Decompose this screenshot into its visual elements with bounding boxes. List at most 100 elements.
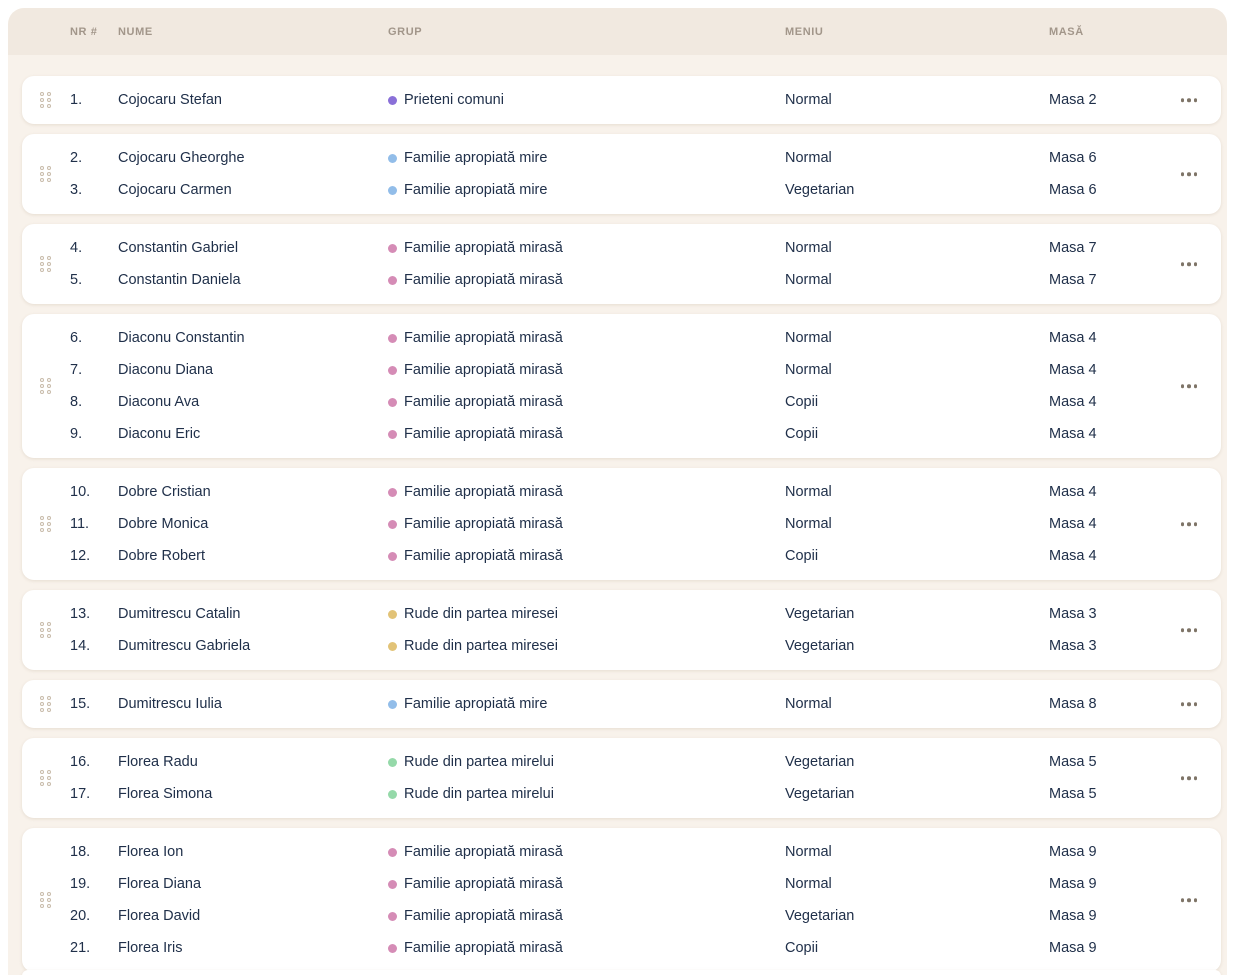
guest-table: Masa 9 xyxy=(1049,940,1097,956)
guest-group: Rude din partea mirelui xyxy=(388,754,785,770)
guest-table: Masa 8 xyxy=(1049,696,1097,712)
guest-name: Cojocaru Carmen xyxy=(118,182,232,198)
guest-table: Masa 4 xyxy=(1049,426,1097,442)
guest-row: 9. Diaconu Eric Familie apropiată mirasă… xyxy=(22,418,1221,450)
group-color-dot-icon xyxy=(388,429,397,439)
more-options-icon[interactable] xyxy=(1179,256,1200,272)
guest-row: 4. Constantin Gabriel Familie apropiată … xyxy=(22,232,1221,264)
group-label: Familie apropiată mirasă xyxy=(404,876,563,892)
drag-handle-icon[interactable] xyxy=(40,256,51,272)
column-header-grup: GRUP xyxy=(388,25,423,38)
group-label: Rude din partea mirelui xyxy=(404,786,554,802)
guest-number: 8. xyxy=(70,394,83,410)
guest-group-card: 18. Florea Ion Familie apropiată mirasă … xyxy=(22,828,1221,972)
group-label: Familie apropiată mirasă xyxy=(404,330,563,346)
drag-handle-icon[interactable] xyxy=(40,166,51,182)
more-options-icon[interactable] xyxy=(1179,770,1200,786)
guest-table: Masa 4 xyxy=(1049,330,1097,346)
guest-number: 4. xyxy=(70,240,83,256)
group-color-dot-icon xyxy=(388,911,397,921)
guest-group-card: 10. Dobre Cristian Familie apropiată mir… xyxy=(22,468,1221,580)
guest-group: Familie apropiată mirasă xyxy=(388,426,785,442)
guest-number: 15. xyxy=(70,696,91,712)
guest-table: Masa 5 xyxy=(1049,786,1097,802)
column-header-nr: NR # xyxy=(70,25,98,38)
guest-row: 16. Florea Radu Rude din partea mirelui … xyxy=(22,746,1221,778)
group-color-dot-icon xyxy=(388,333,397,343)
guest-menu: Normal xyxy=(785,272,832,288)
guest-table: Masa 7 xyxy=(1049,272,1097,288)
more-options-icon[interactable] xyxy=(1179,378,1200,394)
more-options-icon[interactable] xyxy=(1179,696,1200,712)
guest-group: Rude din partea mirelui xyxy=(388,786,785,802)
guest-group: Rude din partea miresei xyxy=(388,638,785,654)
group-color-dot-icon xyxy=(388,699,397,709)
guest-row: 8. Diaconu Ava Familie apropiată mirasă … xyxy=(22,386,1221,418)
more-options-icon[interactable] xyxy=(1179,166,1200,182)
guest-number: 16. xyxy=(70,754,91,770)
guest-row: 2. Cojocaru Gheorghe Familie apropiată m… xyxy=(22,142,1221,174)
guest-name: Florea Simona xyxy=(118,786,213,802)
more-options-icon[interactable] xyxy=(1179,92,1200,108)
guest-number: 11. xyxy=(70,516,90,532)
drag-handle-icon[interactable] xyxy=(40,892,51,908)
card-rows: 1. Cojocaru Stefan Prieteni comuni Norma… xyxy=(22,84,1221,116)
guest-name: Diaconu Constantin xyxy=(118,330,245,346)
card-rows: 2. Cojocaru Gheorghe Familie apropiată m… xyxy=(22,142,1221,206)
guest-group: Familie apropiată mirasă xyxy=(388,876,785,892)
guest-row: 20. Florea David Familie apropiată miras… xyxy=(22,900,1221,932)
guest-menu: Vegetarian xyxy=(785,786,855,802)
card-rows: 18. Florea Ion Familie apropiată mirasă … xyxy=(22,836,1221,964)
guest-group: Prieteni comuni xyxy=(388,92,785,108)
guest-name: Constantin Daniela xyxy=(118,272,241,288)
guest-name: Dumitrescu Iulia xyxy=(118,696,222,712)
guest-group: Familie apropiată mirasă xyxy=(388,362,785,378)
drag-handle-icon[interactable] xyxy=(40,622,51,638)
drag-handle-icon[interactable] xyxy=(40,378,51,394)
guest-row: 1. Cojocaru Stefan Prieteni comuni Norma… xyxy=(22,84,1221,116)
drag-handle-icon[interactable] xyxy=(40,516,51,532)
more-options-icon[interactable] xyxy=(1179,892,1200,908)
guest-name: Dumitrescu Catalin xyxy=(118,606,241,622)
guest-name: Florea Iris xyxy=(118,940,183,956)
group-color-dot-icon xyxy=(388,153,397,163)
guest-table: Masa 5 xyxy=(1049,754,1097,770)
guest-row: 7. Diaconu Diana Familie apropiată miras… xyxy=(22,354,1221,386)
guest-table: Masa 3 xyxy=(1049,606,1097,622)
card-rows: 6. Diaconu Constantin Familie apropiată … xyxy=(22,322,1221,450)
guest-group: Familie apropiată mirasă xyxy=(388,330,785,346)
guest-menu: Normal xyxy=(785,516,832,532)
group-label: Familie apropiată mirasă xyxy=(404,548,563,564)
group-label: Familie apropiată mirasă xyxy=(404,940,563,956)
card-rows: 10. Dobre Cristian Familie apropiată mir… xyxy=(22,476,1221,572)
guest-menu: Copii xyxy=(785,394,819,410)
drag-handle-icon[interactable] xyxy=(40,92,51,108)
guest-number: 21. xyxy=(70,940,91,956)
guest-number: 1. xyxy=(70,92,83,108)
group-label: Familie apropiată mire xyxy=(404,696,548,712)
guest-menu: Normal xyxy=(785,484,832,500)
guest-menu: Copii xyxy=(785,426,819,442)
guest-menu: Normal xyxy=(785,92,832,108)
guest-row: 12. Dobre Robert Familie apropiată miras… xyxy=(22,540,1221,572)
guest-name: Dobre Cristian xyxy=(118,484,211,500)
guest-name: Diaconu Eric xyxy=(118,426,201,442)
guest-menu: Normal xyxy=(785,876,832,892)
group-color-dot-icon xyxy=(388,365,397,375)
guest-group: Familie apropiată mirasă xyxy=(388,908,785,924)
group-label: Familie apropiată mirasă xyxy=(404,426,563,442)
more-options-icon[interactable] xyxy=(1179,622,1200,638)
group-label: Familie apropiată mirasă xyxy=(404,516,563,532)
guest-number: 3. xyxy=(70,182,83,198)
group-color-dot-icon xyxy=(388,243,397,253)
more-options-icon[interactable] xyxy=(1179,516,1200,532)
drag-handle-icon[interactable] xyxy=(40,696,51,712)
group-color-dot-icon xyxy=(388,95,397,105)
drag-handle-icon[interactable] xyxy=(40,770,51,786)
guest-name: Diaconu Diana xyxy=(118,362,214,378)
guest-group: Familie apropiată mirasă xyxy=(388,240,785,256)
guest-number: 2. xyxy=(70,150,83,166)
guest-row: 10. Dobre Cristian Familie apropiată mir… xyxy=(22,476,1221,508)
guest-number: 9. xyxy=(70,426,83,442)
guest-table: Masa 2 xyxy=(1049,92,1097,108)
